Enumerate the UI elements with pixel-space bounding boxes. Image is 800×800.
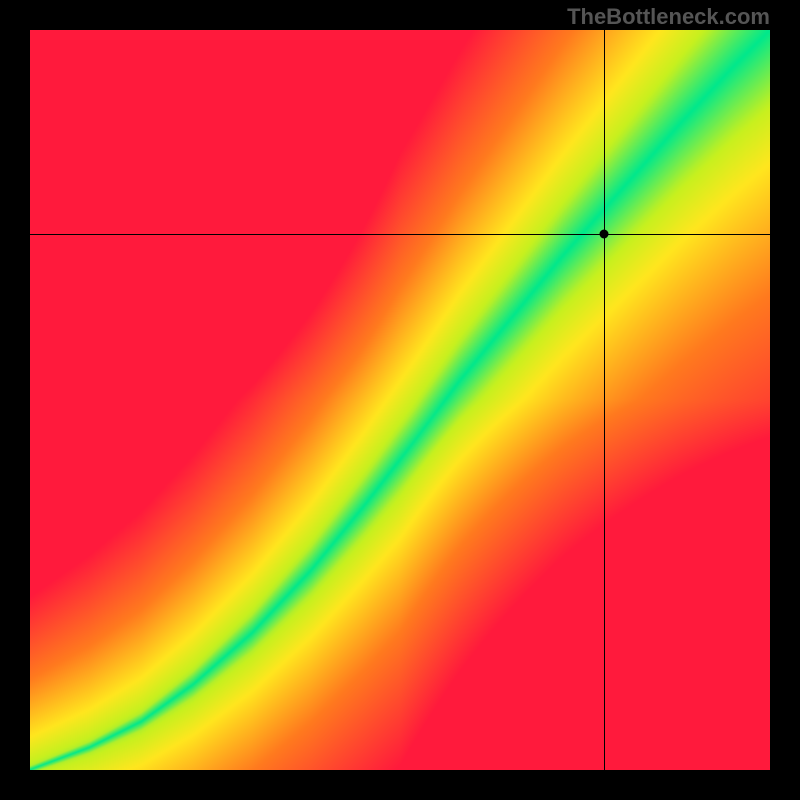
heatmap-area <box>30 30 770 770</box>
watermark-text: TheBottleneck.com <box>567 4 770 30</box>
chart-container: TheBottleneck.com <box>0 0 800 800</box>
heatmap-canvas <box>30 30 770 770</box>
marker-dot <box>599 229 608 238</box>
crosshair-horizontal <box>30 234 770 235</box>
crosshair-vertical <box>604 30 605 770</box>
